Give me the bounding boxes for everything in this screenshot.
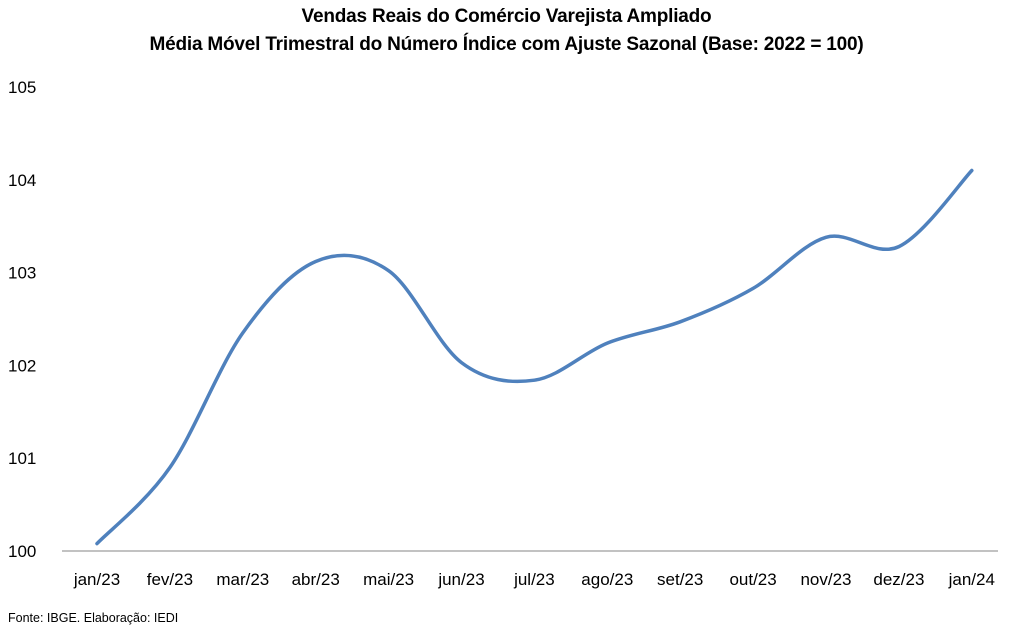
x-tick-label: abr/23 — [292, 570, 340, 589]
x-tick-label: jun/23 — [437, 570, 484, 589]
y-tick-label: 105 — [8, 78, 36, 97]
y-tick-label: 103 — [8, 264, 36, 283]
chart-subtitle: Média Móvel Trimestral do Número Índice … — [149, 34, 864, 55]
x-axis-ticks: jan/23 fev/23 mar/23 abr/23 mai/23 jun/23 jul/… — [73, 570, 995, 589]
x-tick-label: jul/23 — [513, 570, 555, 589]
x-tick-label: jan/23 — [73, 570, 120, 589]
x-tick-label: ago/23 — [581, 570, 633, 589]
x-tick-label: mar/23 — [216, 570, 269, 589]
x-tick-label: out/23 — [729, 570, 776, 589]
y-tick-label: 102 — [8, 356, 36, 375]
x-tick-label: fev/23 — [147, 570, 193, 589]
y-tick-label: 104 — [8, 171, 36, 190]
y-tick-label: 101 — [8, 449, 36, 468]
source-note: Fonte: IBGE. Elaboração: IEDI — [8, 611, 179, 625]
x-tick-label: mai/23 — [363, 570, 414, 589]
y-axis-ticks: 100 101 102 103 104 105 — [8, 78, 36, 561]
x-tick-label: dez/23 — [873, 570, 924, 589]
chart-title: Vendas Reais do Comércio Varejista Ampli… — [301, 6, 712, 27]
y-tick-label: 100 — [8, 542, 36, 561]
series-line — [95, 168, 974, 546]
x-tick-label: nov/23 — [800, 570, 851, 589]
x-tick-label: jan/24 — [948, 570, 995, 589]
x-tick-label: set/23 — [657, 570, 703, 589]
